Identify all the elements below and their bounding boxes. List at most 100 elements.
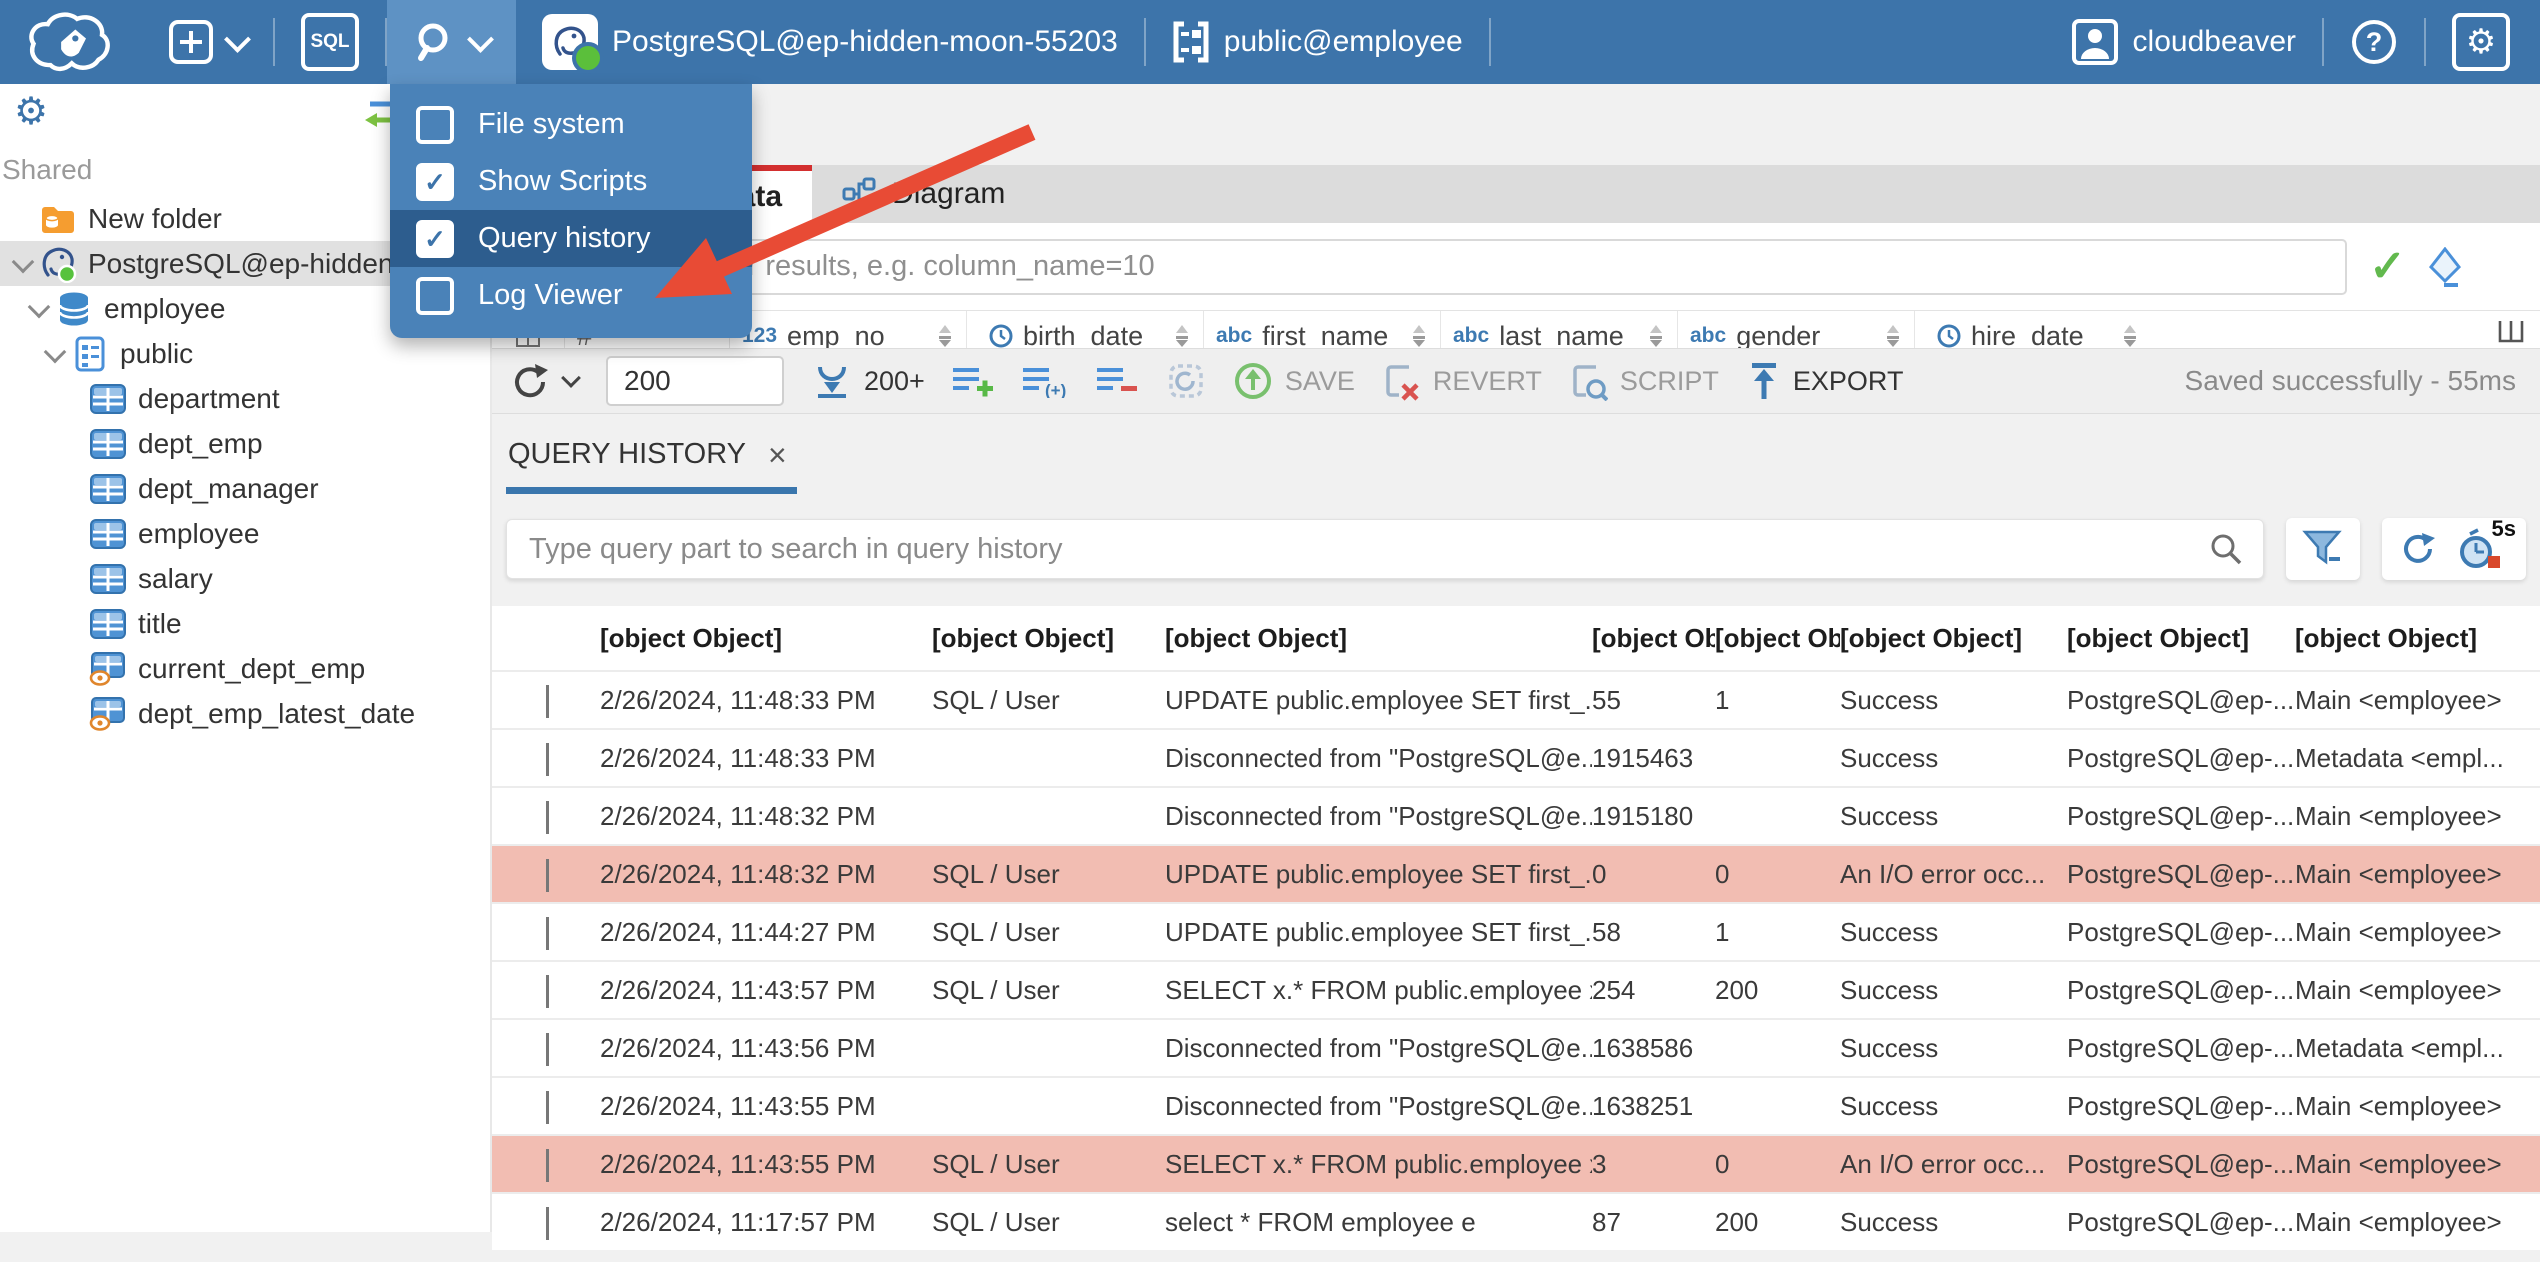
query-history-row[interactable]: 2/26/2024, 11:43:55 PM Disconnected from… [492, 1076, 2540, 1134]
cell-duration: 1915180 [1592, 800, 1694, 831]
tree-item[interactable]: New folder [0, 196, 490, 241]
row-expand-chevron-icon[interactable] [546, 916, 549, 950]
script-button[interactable]: SCRIPT [1570, 361, 1719, 401]
auto-refresh-button[interactable]: 5s [2458, 516, 2516, 570]
revert-button[interactable]: REVERT [1383, 361, 1542, 401]
checkbox[interactable]: ✓ [416, 276, 454, 315]
expand-chevron-icon[interactable] [27, 295, 51, 318]
tree-item[interactable]: department [0, 376, 490, 421]
query-history-row[interactable]: 2/26/2024, 11:48:33 PM SQL / User UPDATE… [492, 670, 2540, 728]
tab-diagram[interactable]: Diagram [812, 165, 1035, 223]
query-history-column-header[interactable]: [object Object] [1592, 622, 1715, 653]
query-history-column-header[interactable]: [object Object] [1840, 622, 2023, 653]
settings-button[interactable]: ⚙ [2426, 0, 2540, 84]
row-expand-chevron-icon[interactable] [546, 684, 549, 718]
cell-result: An I/O error occ... [1840, 858, 2046, 889]
row-expand-chevron-icon[interactable] [546, 974, 549, 1008]
grid-column-header[interactable]: birth_date [966, 311, 1203, 348]
filter-button[interactable] [2286, 518, 2360, 580]
schema-selector[interactable]: public@employee [1146, 0, 1489, 84]
refresh-icon[interactable] [2398, 529, 2438, 569]
tools-menu-item[interactable]: ✓ Query history [390, 210, 752, 267]
tools-menu-item[interactable]: ✓ File system [390, 96, 752, 153]
duplicate-row-button[interactable]: (+) [1022, 364, 1069, 398]
cloudbeaver-logo-icon [24, 10, 116, 74]
query-history-row[interactable]: 2/26/2024, 11:43:56 PM Disconnected from… [492, 1018, 2540, 1076]
tools-menu-item[interactable]: ✓ Log Viewer [390, 267, 752, 324]
tree-item[interactable]: dept_emp_latest_date [0, 691, 490, 736]
grid-column-header[interactable]: abc last_name [1440, 311, 1677, 348]
apply-filter-check-icon[interactable]: ✓ [2369, 241, 2406, 291]
help-button[interactable]: ? [2324, 0, 2424, 84]
column-name: gender [1736, 320, 1821, 349]
query-history-row[interactable]: 2/26/2024, 11:17:57 PM SQL / User select… [492, 1192, 2540, 1250]
checkbox[interactable]: ✓ [416, 105, 454, 144]
cell-duration: 254 [1592, 974, 1636, 1005]
filter-expression-input[interactable] [502, 238, 2348, 295]
query-history-column-header[interactable]: [object Object] [600, 622, 783, 653]
fetch-size-input[interactable] [606, 356, 784, 406]
tree-item[interactable]: public [0, 331, 490, 376]
row-expand-chevron-icon[interactable] [546, 1206, 549, 1240]
query-history-search-input[interactable] [527, 531, 2209, 567]
sort-arrows-icon [939, 325, 951, 347]
cell-result: Success [1840, 1032, 1939, 1063]
expand-chevron-icon[interactable] [11, 250, 35, 273]
tools-menu-item[interactable]: ✓ Show Scripts [390, 153, 752, 210]
auto-refresh-interval: 5s [2491, 516, 2516, 541]
query-history-row[interactable]: 2/26/2024, 11:43:55 PM SQL / User SELECT… [492, 1134, 2540, 1192]
delete-row-button[interactable] [1096, 364, 1139, 398]
tree-item[interactable]: dept_manager [0, 466, 490, 511]
expand-chevron-icon[interactable] [43, 340, 67, 363]
fetch-more-button[interactable]: 200+ [812, 363, 925, 399]
tree-item[interactable]: employee [0, 286, 490, 331]
query-history-row[interactable]: 2/26/2024, 11:48:33 PM Disconnected from… [492, 728, 2540, 786]
tree-item[interactable]: dept_emp [0, 421, 490, 466]
query-history-tab[interactable]: QUERY HISTORY × [506, 432, 797, 494]
cell-result: Success [1840, 1206, 1939, 1237]
query-history-row[interactable]: 2/26/2024, 11:43:57 PM SQL / User SELECT… [492, 960, 2540, 1018]
tree-item[interactable]: current_dept_emp [0, 646, 490, 691]
add-row-button[interactable] [952, 364, 995, 398]
close-icon[interactable]: × [768, 436, 787, 473]
query-history-row[interactable]: 2/26/2024, 11:44:27 PM SQL / User UPDATE… [492, 902, 2540, 960]
query-history-column-header[interactable]: [object Object] [2295, 622, 2478, 653]
refresh-linked-button[interactable] [1167, 362, 1205, 400]
value-panel-toggle-icon[interactable] [2498, 319, 2524, 343]
row-expand-chevron-icon[interactable] [546, 1032, 549, 1066]
menu-item-label: File system [478, 108, 625, 140]
query-history-column-header[interactable]: [object Object] [1165, 622, 1348, 653]
checkbox[interactable]: ✓ [416, 219, 454, 258]
row-expand-chevron-icon[interactable] [546, 1148, 549, 1182]
query-history-column-header[interactable]: [object Object] [932, 622, 1115, 653]
connection-selector[interactable]: PostgreSQL@ep-hidden-moon-55203 [516, 0, 1144, 84]
export-button[interactable]: EXPORT [1747, 361, 1903, 401]
tree-item[interactable]: salary [0, 556, 490, 601]
sql-editor-button[interactable]: SQL [275, 0, 385, 84]
grid-column-header[interactable]: 123 emp_no [729, 311, 966, 348]
cell-connection: PostgreSQL@ep-... [2067, 742, 2295, 773]
grid-column-header[interactable]: abc first_name [1203, 311, 1440, 348]
query-history-column-header[interactable]: [object Object] [2067, 622, 2250, 653]
row-expand-chevron-icon[interactable] [546, 858, 549, 892]
tree-item[interactable]: title [0, 601, 490, 646]
row-expand-chevron-icon[interactable] [546, 742, 549, 776]
grid-column-header[interactable]: hire_date [1914, 311, 2151, 348]
row-expand-chevron-icon[interactable] [546, 1090, 549, 1124]
cell-duration: 1638586 [1592, 1032, 1694, 1063]
query-history-row[interactable]: 2/26/2024, 11:48:32 PM Disconnected from… [492, 786, 2540, 844]
tree-item[interactable]: employee [0, 511, 490, 556]
refresh-button[interactable] [510, 361, 581, 401]
tools-menu-button[interactable] [387, 0, 516, 84]
new-object-button[interactable] [142, 0, 273, 84]
save-button[interactable]: SAVE [1233, 361, 1355, 401]
row-expand-chevron-icon[interactable] [546, 800, 549, 834]
clear-filter-eraser-icon[interactable] [2428, 246, 2462, 287]
user-menu[interactable]: cloudbeaver [2045, 0, 2322, 84]
sidebar-settings-icon[interactable]: ⚙ [14, 91, 49, 133]
query-history-row[interactable]: 2/26/2024, 11:48:32 PM SQL / User UPDATE… [492, 844, 2540, 902]
query-history-column-header[interactable]: [object Object] [1715, 622, 1840, 653]
sort-arrows-icon [1176, 325, 1188, 347]
checkbox[interactable]: ✓ [416, 162, 454, 201]
grid-column-header[interactable]: abc gender [1677, 311, 1914, 348]
